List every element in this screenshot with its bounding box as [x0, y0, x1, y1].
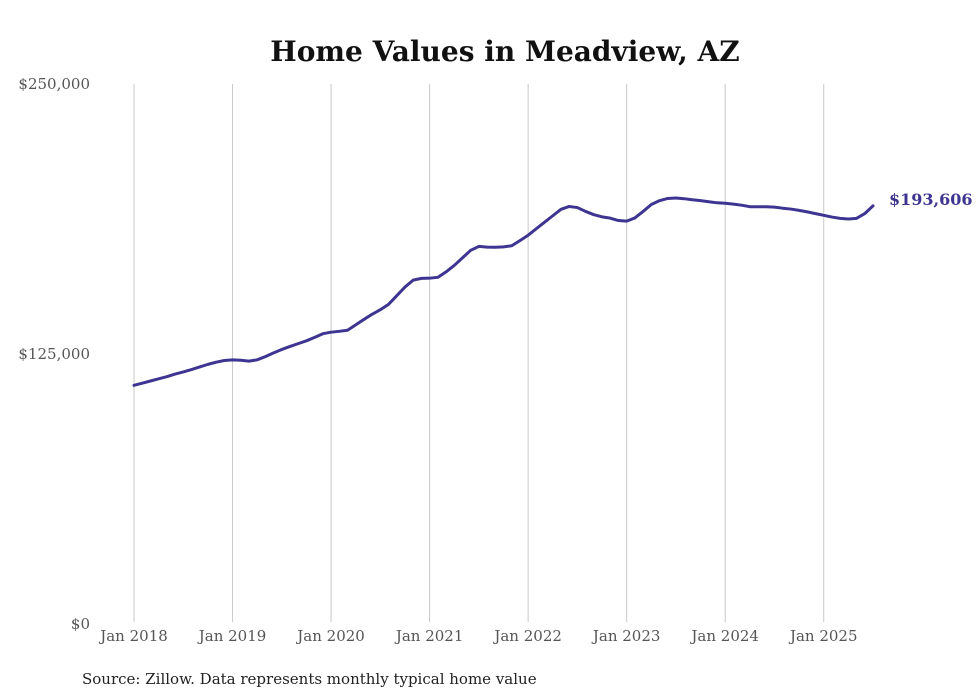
end-value-label: $193,606 [889, 190, 973, 209]
series-line-home-value [132, 196, 875, 387]
vertical-gridlines [133, 84, 825, 622]
x-tick-label: Jan 2020 [295, 627, 365, 645]
y-tick-label: $0 [71, 615, 90, 633]
x-axis-tick-labels: Jan 2018 Jan 2019 Jan 2020 Jan 2021 Jan 2022… [98, 627, 857, 645]
y-axis-tick-labels: $0 $125,000 $250,000 [18, 75, 90, 633]
y-tick-label: $250,000 [18, 75, 90, 93]
x-tick-label: Jan 2019 [197, 627, 267, 645]
x-tick-label: Jan 2024 [689, 627, 759, 645]
y-tick-label: $125,000 [18, 345, 90, 363]
x-tick-label: Jan 2023 [591, 627, 661, 645]
x-tick-label: Jan 2018 [98, 627, 168, 645]
x-tick-label: Jan 2025 [788, 627, 858, 645]
chart-title: Home Values in Meadview, AZ [270, 35, 739, 68]
x-tick-label: Jan 2022 [492, 627, 562, 645]
source-note: Source: Zillow. Data represents monthly … [82, 670, 537, 688]
x-tick-label: Jan 2021 [394, 627, 464, 645]
